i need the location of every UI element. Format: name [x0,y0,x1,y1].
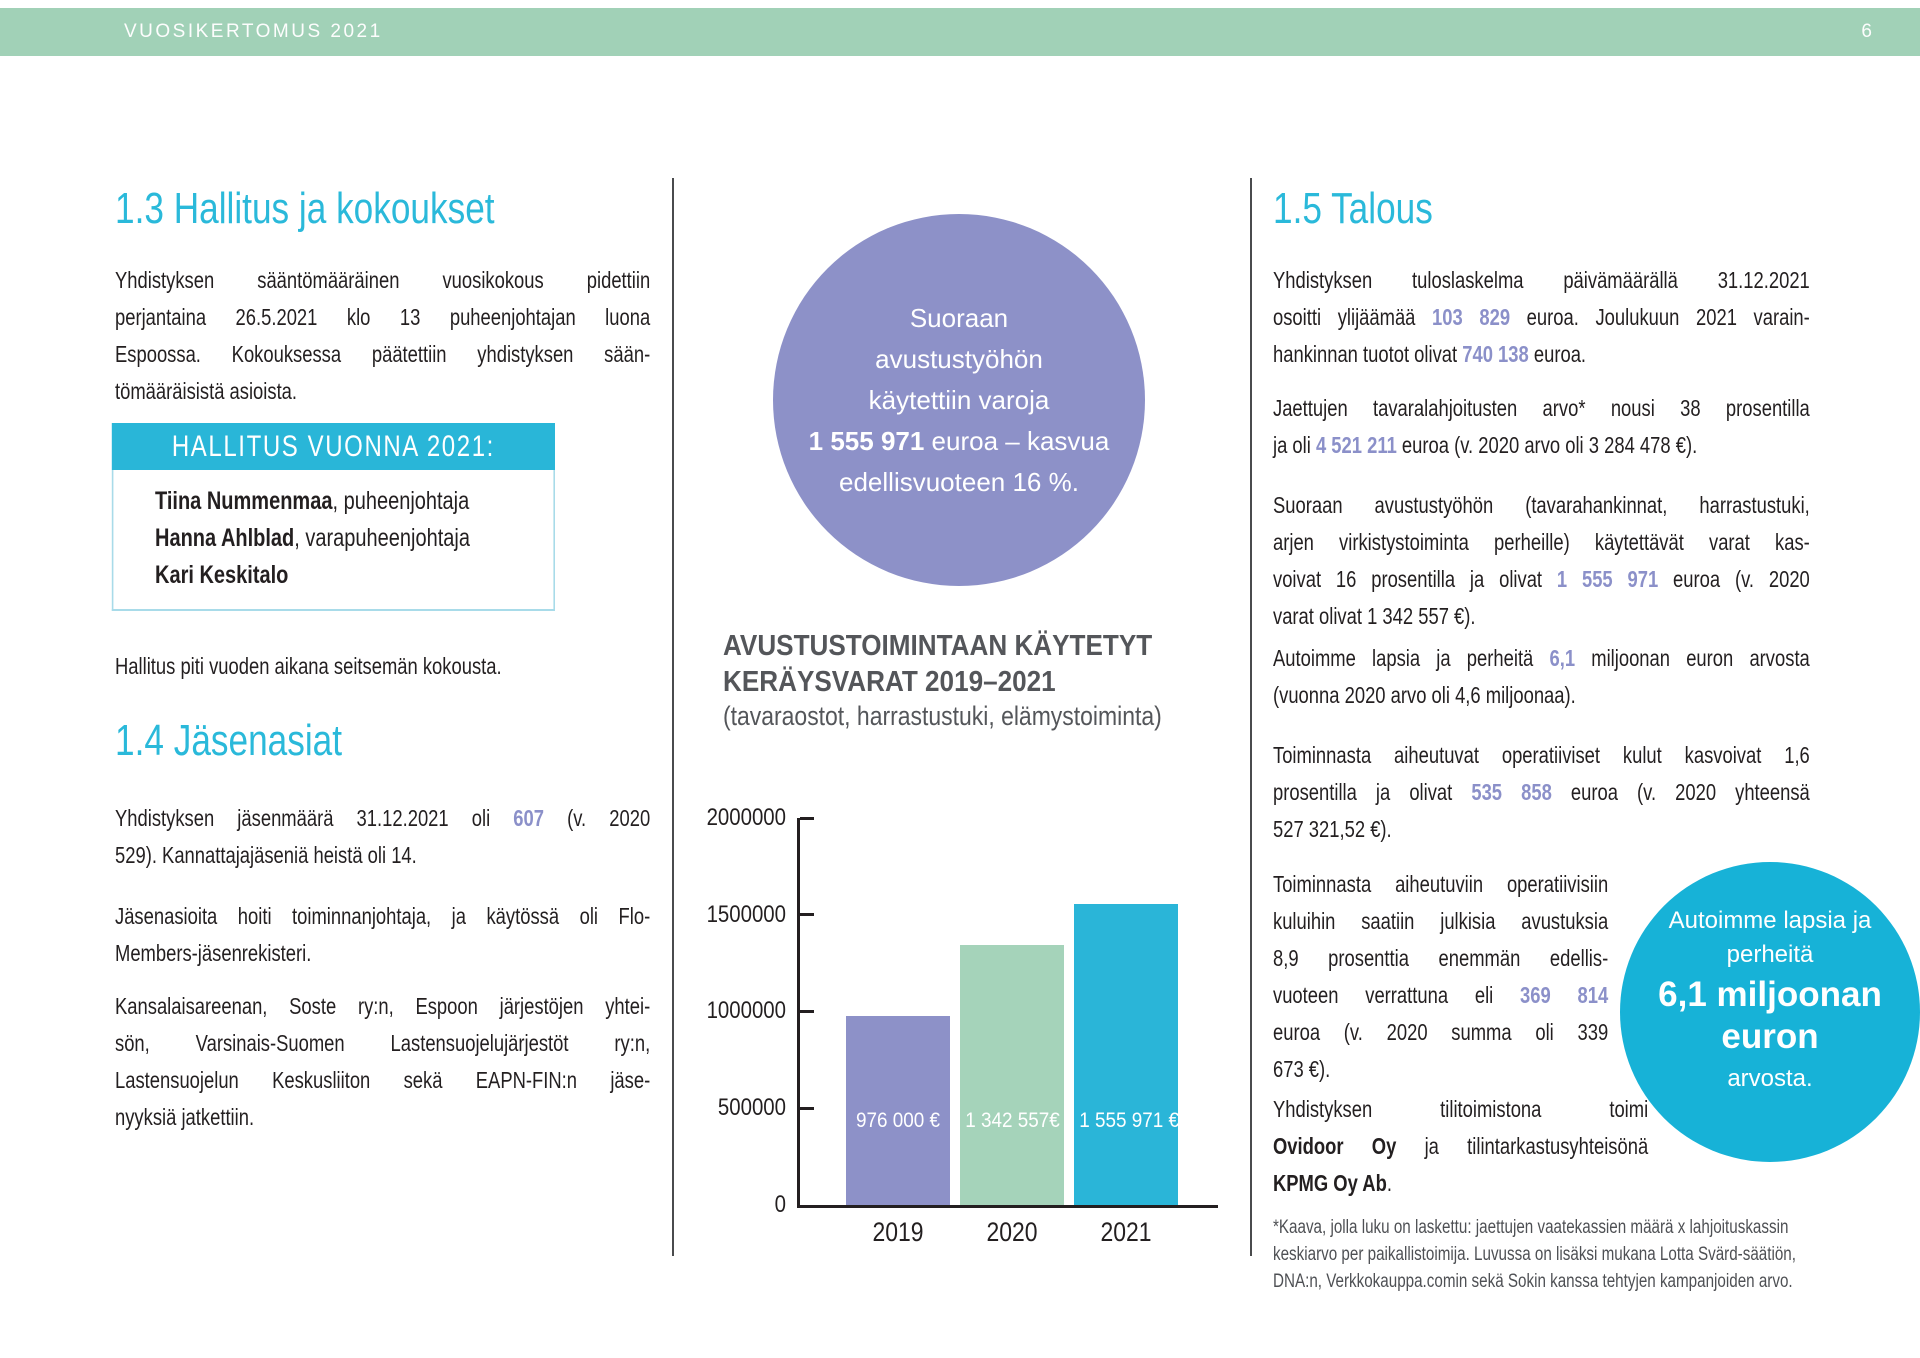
paragraph-membership-count: Yhdistyksen jäsenmäärä 31.12.2021 oli 60… [115,805,651,868]
y-axis-label: 1000000 [706,997,786,1024]
paragraph-public-grants: Toiminnasta aiheutuviin operatiivisiin ku… [1273,871,1609,1082]
y-axis-tick [800,913,814,916]
board-member-list: Tiina Nummenmaa, puheenjohtaja Hanna Ahlb… [111,470,556,611]
right-column: 1.5 Talous Yhdistyksen tuloslaskelma päi… [1273,0,1810,1320]
page-header-bar: VUOSIKERTOMUS 2021 6 [0,8,1920,56]
bar-2020: 1 342 557€ [960,945,1064,1205]
cyan-circle-text: Autoimme lapsia ja [1668,907,1872,934]
paragraph-memberships: Kansalaisareenan, Soste ry:n, Espoon jär… [115,993,651,1130]
bar-value-label: 976 000 € [855,1109,941,1132]
y-axis-tick [800,1107,814,1110]
paragraph-donation-value: Jaettujen tavaralahjoitusten arvo* nousi… [1273,395,1810,458]
bar-value-label: 1 342 557€ [965,1109,1060,1132]
y-axis-tick [800,817,814,820]
paragraph-helped-families: Autoimme lapsia ja perheitä 6,1 miljoona… [1273,645,1810,708]
paragraph-aid-funds: Suoraan avustustyöhön (tavarahankinnat, … [1273,492,1810,629]
y-axis-label: 1500000 [706,901,786,928]
board-box: HALLITUS VUONNA 2021: Tiina Nummenmaa, p… [111,423,556,611]
paragraph-member-registry: Jäsenasioita hoiti toiminnanjohtaja, ja … [115,903,651,966]
highlight-circle-purple-text: Suoraan avustustyöhön käytettiin varoja 1 5… [808,303,1110,497]
chart-subtitle: (tavaraostot, harrastustuki, elämystoimi… [723,701,1162,731]
paragraph-operating-costs: Toiminnasta aiheutuvat operatiiviset kul… [1273,742,1810,842]
board-box-header: HALLITUS VUONNA 2021: [111,423,556,470]
cyan-circle-text: perheitä [1726,941,1814,968]
chart-title: AVUSTUSTOIMINTAAN KÄYTETYT KERÄYSVARAT 2… [723,630,1153,698]
section-heading-1-3: 1.3 Hallitus ja kokoukset [115,184,495,233]
section-heading-1-4: 1.4 Jäsenasiat [115,716,342,765]
column-divider-right [1250,178,1252,1256]
paragraph-board-meetings: Hallitus piti vuoden aikana seitsemän ko… [115,653,502,679]
page-number: 6 [1861,21,1872,42]
x-axis-label: 2021 [1100,1217,1152,1247]
bar-value-label: 1 555 971 € [1079,1109,1180,1132]
highlight-circle-cyan: Autoimme lapsia ja perheitä 6,1 miljoona… [1620,862,1920,1162]
y-axis-label: 2000000 [706,804,786,831]
bar-chart: 976 000 € 1 342 557€ 1 555 971 € 2019 20… [797,817,1218,1247]
column-divider-left [672,178,674,1256]
x-axis-label: 2019 [872,1217,924,1247]
highlight-circle-purple: Suoraan avustustyöhön käytettiin varoja 1 5… [773,214,1145,586]
cyan-circle-text: arvosta. [1727,1065,1813,1092]
paragraph-income-statement: Yhdistyksen tuloslaskelma päivämäärällä … [1273,267,1810,367]
y-axis-label: 0 [774,1191,786,1218]
report-title: VUOSIKERTOMUS 2021 [124,21,383,42]
y-axis-label: 500000 [717,1094,786,1121]
left-column: 1.3 Hallitus ja kokoukset Yhdistyksen sä… [111,0,651,1200]
bar-2021: 1 555 971 € [1074,903,1180,1205]
section-heading-1-5: 1.5 Talous [1273,184,1433,233]
paragraph-accounting-firm: Yhdistyksen tilitoimistona toimi Ovidoor … [1273,1096,1649,1196]
cyan-circle-amount: euron [1721,1017,1819,1056]
footnote: *Kaava, jolla luku on laskettu: jaettuje… [1273,1217,1796,1292]
bar-2019: 976 000 € [846,1016,950,1205]
cyan-circle-amount: 6,1 miljoonan [1658,975,1882,1014]
paragraph-annual-meeting: Yhdistyksen sääntömääräinen vuosikokous … [115,267,651,404]
x-axis-label: 2020 [986,1217,1038,1247]
y-axis-tick [800,1010,814,1013]
